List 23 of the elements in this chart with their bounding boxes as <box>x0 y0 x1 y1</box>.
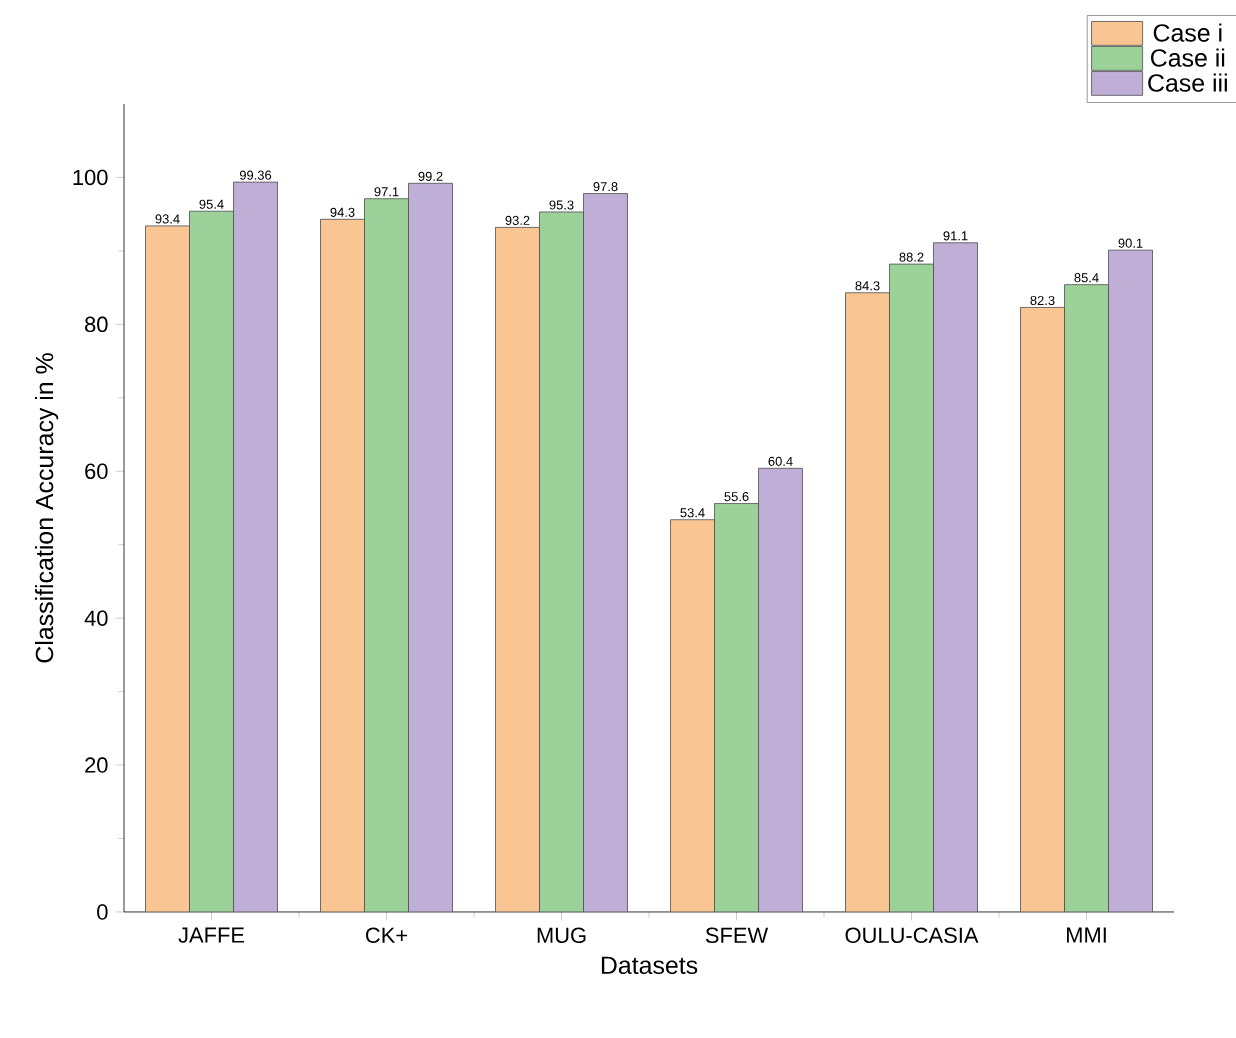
bar <box>1108 249 1153 912</box>
y-tick-label: 60 <box>85 463 108 479</box>
legend-label: Case iii <box>1148 73 1227 92</box>
x-axis-title: Datasets <box>601 956 698 975</box>
y-tick-label: 100 <box>73 169 108 186</box>
y-tick-label: 40 <box>84 610 108 626</box>
x-tick-label: MUG <box>537 927 586 944</box>
legend-label: Case i <box>1153 23 1222 42</box>
bar <box>758 467 803 912</box>
y-tick-label: 0 <box>97 904 108 920</box>
bar <box>408 182 453 912</box>
x-tick-label: JAFFE <box>178 927 245 943</box>
x-tick-label: SFEW <box>705 927 769 944</box>
bar <box>583 193 628 912</box>
bar <box>233 181 278 912</box>
y-tick-label: 20 <box>85 757 108 773</box>
x-tick-label: MMI <box>1067 927 1106 943</box>
y-tick-label: 80 <box>85 316 108 333</box>
x-tick-label: CK+ <box>366 927 408 944</box>
legend-label: Case ii <box>1151 48 1225 67</box>
bar <box>933 242 978 912</box>
x-tick-label: OULU-CASIA <box>845 927 979 944</box>
y-axis-title: Classification Accuracy in % <box>34 353 59 663</box>
